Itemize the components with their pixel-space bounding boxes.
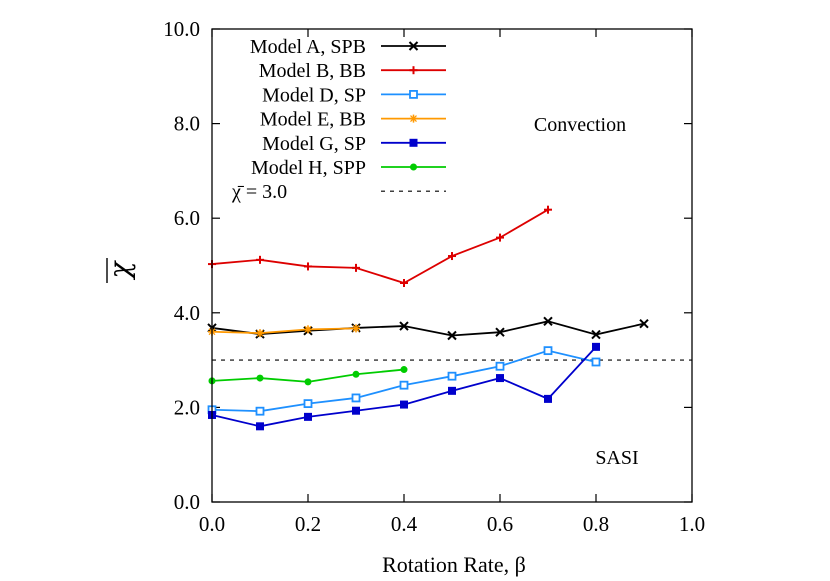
data-point [400,366,408,374]
data-point [447,371,457,381]
data-point [544,394,552,403]
data-point [304,325,312,334]
data-point [352,324,360,333]
series-4 [208,324,360,338]
series-line [211,208,549,284]
data-point [304,262,312,271]
legend-label: Model H, SPP [251,157,366,179]
y-tick-label: 4.0 [174,301,200,325]
x-tick-label: 0.2 [295,512,321,536]
x-axis-label: Rotation Rate, β [382,552,526,577]
legend-marker [409,138,418,147]
data-point [256,329,264,338]
series-layer [207,205,649,431]
annotation-sasi: SASI [595,447,638,469]
x-tick-label: 1.0 [679,512,705,536]
data-point [256,422,264,431]
series-2 [208,205,552,288]
x-tick-label: 0.4 [391,512,418,536]
data-point [639,318,649,329]
legend-marker [408,41,419,51]
data-point [352,370,360,378]
data-point [591,357,601,367]
legend-label: χ̄ = 3.0 [231,181,287,203]
legend-label: Model B, BB [259,60,366,82]
x-tick-label: 0.0 [199,512,225,536]
data-point [448,252,456,261]
data-point [543,346,553,356]
series-6 [208,366,408,386]
data-point [399,380,409,390]
x-tick-label: 0.8 [583,512,609,536]
series-1 [207,316,649,341]
y-tick-label: 2.0 [174,395,200,419]
data-point [255,406,265,416]
data-point [592,342,600,351]
legend-label: Model A, SPB [250,36,366,58]
plot-frame [211,28,693,503]
data-point [447,330,457,341]
y-tick-label: 0.0 [174,490,200,514]
data-point [256,374,264,382]
svg-text:χ: χ [103,259,136,280]
annotation-convection: Convection [534,114,626,136]
legend-label: Model G, SP [262,133,366,155]
data-point [496,233,504,242]
data-point [303,399,313,409]
data-point [591,329,601,340]
data-point [304,412,312,421]
y-tick-label: 8.0 [174,112,200,136]
legend-label: Model D, SP [262,84,366,106]
legend-item: Model H, SPP [251,157,446,179]
data-point [495,361,505,371]
legend-marker [409,114,418,123]
y-axis-label: χ [103,258,136,283]
legend-item: Model G, SP [262,133,446,155]
data-point [495,327,505,337]
data-point [352,263,360,272]
legend-item: Model E, BB [260,109,446,131]
legend-item: Model A, SPB [250,36,446,58]
legend-label: Model E, BB [260,109,366,131]
legend-marker [409,90,418,99]
data-point [400,400,408,409]
data-point [352,406,360,415]
series-5 [208,342,600,431]
data-point [543,316,553,327]
data-point [399,321,409,331]
y-tick-label: 10.0 [163,17,200,41]
data-point [256,255,264,264]
legend-item: Model D, SP [262,84,446,106]
legend-marker [409,66,418,75]
data-point [448,386,456,395]
data-point [544,205,552,214]
x-tick-label: 0.6 [487,512,513,536]
series-line [211,327,357,335]
legend-item-reference: χ̄ = 3.0 [231,181,446,203]
data-point [400,279,408,288]
series-line [211,320,645,337]
legend-item: Model B, BB [259,60,446,82]
data-point [304,378,312,386]
y-tick-label: 6.0 [174,206,200,230]
ticks-layer: 0.0 0.2 0.4 0.6 0.8 1.0 0.0 2.0 4.0 6.0 8.0 10.0 [163,17,705,536]
legend-marker [410,163,417,171]
data-point [351,393,361,403]
data-point [496,374,504,383]
